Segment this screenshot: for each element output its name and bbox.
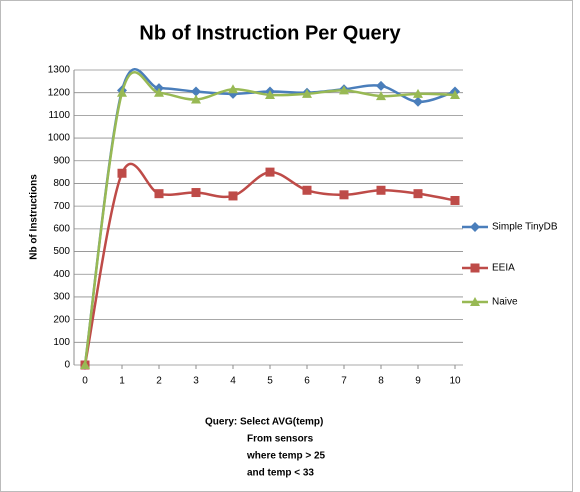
x-axis-label: From sensors [247, 434, 314, 445]
x-tick-label: 3 [193, 376, 199, 387]
data-point [450, 195, 460, 205]
x-tick-label: 8 [378, 376, 384, 387]
y-tick-label: 200 [53, 314, 70, 325]
data-point [80, 360, 90, 369]
x-axis-label: Query: Select AVG(temp) [205, 417, 323, 428]
data-point [228, 191, 238, 201]
x-axis-label: and temp < 33 [247, 468, 314, 479]
x-axis-label: where temp > 25 [246, 451, 326, 462]
data-point [191, 86, 201, 97]
y-tick-label: 400 [53, 269, 70, 280]
data-point [450, 89, 460, 99]
data-point [191, 188, 201, 198]
legend-label: EEIA [492, 263, 515, 274]
x-tick-label: 2 [156, 376, 162, 387]
x-tick-label: 5 [267, 376, 273, 387]
x-tick-label: 7 [341, 376, 347, 387]
y-tick-label: 1000 [48, 133, 71, 144]
data-point [117, 168, 127, 178]
data-point [413, 88, 423, 98]
x-tick-label: 0 [82, 376, 88, 387]
y-tick-label: 0 [64, 360, 70, 371]
y-tick-label: 1200 [48, 87, 71, 98]
data-point [154, 87, 164, 97]
x-tick-label: 6 [304, 376, 310, 387]
y-tick-label: 1300 [48, 65, 71, 76]
data-point [376, 80, 386, 91]
y-tick-label: 600 [53, 223, 70, 234]
data-point [339, 85, 349, 95]
data-point [265, 89, 275, 99]
data-point [413, 96, 423, 107]
legend-marker [470, 263, 480, 273]
data-point [302, 185, 312, 195]
y-tick-label: 900 [53, 155, 70, 166]
x-tick-label: 4 [230, 376, 236, 387]
x-tick-label: 1 [119, 376, 125, 387]
chart-title: Nb of Instruction Per Query [139, 22, 401, 44]
y-tick-label: 700 [53, 201, 70, 212]
y-tick-label: 100 [53, 337, 70, 348]
x-tick-label: 9 [415, 376, 421, 387]
legend-label: Simple TinyDB [492, 222, 558, 233]
data-point [191, 94, 201, 104]
data-point [376, 91, 386, 101]
legend-label: Naive [492, 297, 518, 308]
y-tick-label: 1100 [48, 110, 70, 121]
data-point [302, 88, 312, 98]
data-point [265, 167, 275, 177]
data-point [154, 189, 164, 199]
data-point [376, 185, 386, 195]
y-tick-label: 800 [53, 178, 70, 189]
y-axis-label: Nb of Instructions [29, 174, 40, 260]
data-point [228, 84, 238, 94]
data-point [117, 87, 127, 97]
legend-marker [470, 297, 480, 306]
y-tick-label: 300 [53, 292, 70, 303]
y-tick-label: 500 [53, 246, 70, 257]
x-tick-label: 10 [449, 376, 461, 387]
data-point [413, 189, 423, 199]
data-point [339, 190, 349, 200]
legend-marker [470, 222, 480, 232]
